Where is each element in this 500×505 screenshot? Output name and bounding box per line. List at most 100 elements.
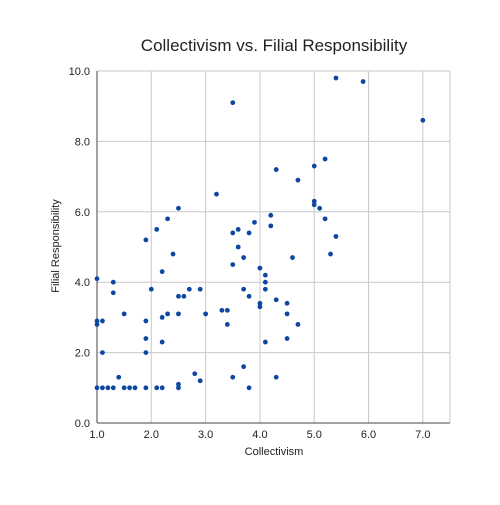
data-point (121, 385, 127, 391)
data-point (100, 318, 105, 324)
data-point (170, 251, 176, 257)
grid-lines (96, 70, 451, 424)
data-point (235, 244, 241, 250)
data-point (257, 304, 263, 310)
x-tick-label: 7.0 (415, 429, 430, 441)
x-tick-label: 1.0 (89, 429, 104, 441)
data-point (420, 117, 426, 123)
data-point (230, 230, 236, 236)
data-point (295, 177, 301, 183)
data-point (94, 322, 100, 327)
data-point (246, 230, 252, 236)
data-point (127, 385, 132, 391)
data-point (284, 300, 290, 306)
data-point (273, 297, 279, 303)
x-tick-labels: 1.0 2.0 3.0 4.0 5.0 6.0 7.0 (89, 429, 430, 441)
data-point (235, 227, 241, 232)
x-tick-label: 3.0 (198, 429, 213, 441)
axes (96, 71, 450, 424)
x-tick-label: 6.0 (361, 429, 376, 441)
data-point (360, 79, 366, 84)
data-point (241, 286, 247, 292)
data-point (333, 75, 339, 81)
data-point (203, 311, 209, 317)
data-point (159, 385, 165, 391)
data-points (94, 75, 426, 391)
data-point (176, 311, 181, 317)
data-point (94, 385, 100, 391)
y-tick-label: 0.0 (75, 418, 90, 430)
data-point (246, 385, 252, 391)
data-point (105, 385, 111, 391)
data-point (159, 339, 165, 345)
data-point (262, 272, 268, 278)
data-point (176, 385, 181, 391)
y-tick-label: 4.0 (75, 277, 90, 289)
data-point (214, 191, 219, 197)
data-point (116, 374, 122, 380)
data-point (100, 350, 105, 355)
data-point (284, 311, 290, 317)
data-point (110, 279, 116, 285)
data-point (132, 385, 138, 391)
data-point (230, 262, 236, 267)
x-tick-label: 5.0 (307, 429, 322, 441)
data-point (322, 216, 328, 222)
data-point (262, 339, 268, 345)
data-point (143, 237, 149, 243)
data-point (317, 205, 323, 211)
x-tick-label: 2.0 (144, 429, 159, 441)
data-point (311, 198, 317, 204)
data-point (159, 315, 165, 320)
data-point (241, 364, 247, 370)
data-point (197, 286, 203, 292)
data-point (257, 265, 263, 271)
data-point (154, 385, 160, 391)
data-point (143, 385, 149, 391)
data-point (284, 336, 290, 341)
data-point (159, 269, 165, 275)
data-point (165, 216, 171, 222)
data-point (121, 311, 127, 317)
data-point (148, 286, 154, 292)
data-point (252, 219, 257, 225)
data-point (311, 163, 317, 169)
data-point (192, 371, 198, 377)
data-point (110, 290, 116, 296)
data-point (328, 251, 333, 257)
data-point (143, 318, 149, 324)
data-point (219, 307, 225, 313)
data-point (224, 322, 230, 327)
data-point (311, 202, 317, 208)
data-point (246, 293, 252, 299)
data-point (230, 374, 236, 380)
data-point (94, 276, 100, 282)
data-point (143, 336, 149, 341)
data-point (257, 300, 263, 306)
data-point (333, 234, 339, 239)
data-point (262, 279, 268, 285)
data-point (176, 293, 181, 299)
y-tick-label: 2.0 (75, 348, 90, 360)
data-point (154, 227, 160, 232)
data-point (181, 293, 187, 299)
y-tick-label: 10.0 (69, 66, 90, 78)
y-tick-labels: 0.0 2.0 4.0 6.0 8.0 10.0 (69, 66, 90, 430)
data-point (273, 167, 279, 172)
y-axis-label: Filial Responsibility (50, 199, 62, 293)
x-axis-label: Collectivism (245, 446, 304, 458)
data-point (295, 322, 301, 327)
data-point (268, 212, 274, 218)
x-tick-label: 4.0 (252, 429, 267, 441)
data-point (273, 374, 279, 380)
data-point (176, 205, 181, 211)
chart-title: Collectivism vs. Filial Responsibility (141, 36, 408, 55)
data-point (230, 100, 236, 106)
y-tick-label: 6.0 (75, 207, 90, 219)
data-point (165, 311, 171, 317)
data-point (262, 286, 268, 292)
data-point (197, 378, 203, 384)
data-point (290, 255, 295, 260)
